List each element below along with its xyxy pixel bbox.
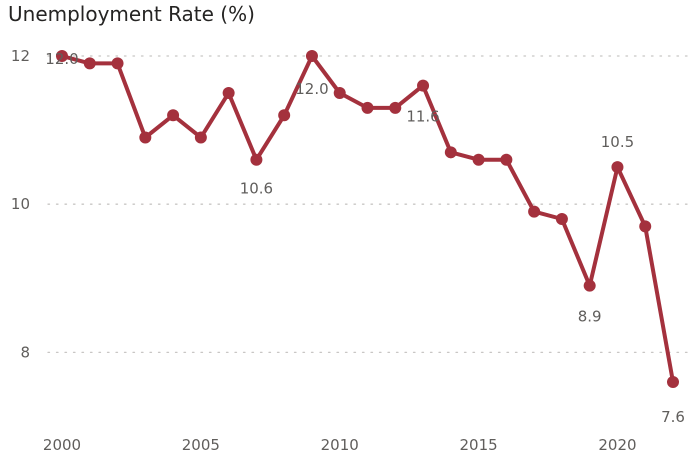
data-point (417, 79, 430, 92)
data-point (139, 131, 152, 144)
data-point (472, 153, 485, 166)
x-tick-label: 2020 (598, 436, 636, 454)
data-label: 12.0 (295, 80, 328, 98)
data-point (167, 109, 180, 122)
data-point (583, 279, 596, 292)
data-point (250, 153, 263, 166)
chart-title: Unemployment Rate (%) (8, 2, 255, 26)
y-tick-label: 10 (11, 195, 30, 213)
data-point (444, 146, 457, 159)
y-tick-label: 12 (11, 47, 30, 65)
data-label: 10.6 (240, 180, 273, 198)
data-point (278, 109, 291, 122)
data-label: 11.6 (406, 108, 439, 126)
data-point (639, 220, 652, 233)
data-point (667, 376, 679, 388)
data-point (500, 153, 513, 166)
data-point (555, 213, 568, 225)
x-tick-label: 2015 (459, 436, 497, 454)
data-point (333, 87, 346, 100)
data-point (194, 131, 207, 144)
x-tick-label: 2010 (321, 436, 359, 454)
y-tick-label: 8 (20, 343, 30, 361)
data-point (222, 87, 235, 100)
x-tick-label: 2005 (182, 436, 220, 454)
data-point (389, 101, 402, 114)
data-point (611, 161, 624, 174)
data-point (56, 50, 68, 62)
x-tick-label: 2000 (43, 436, 81, 454)
data-label: 10.5 (601, 133, 634, 151)
data-point (528, 205, 541, 218)
data-label: 7.6 (661, 408, 685, 426)
data-label: 8.9 (578, 308, 602, 326)
data-label: 12.0 (45, 50, 78, 68)
data-point (83, 57, 96, 70)
data-point (361, 101, 374, 114)
data-point (305, 50, 318, 62)
data-point (111, 57, 124, 70)
